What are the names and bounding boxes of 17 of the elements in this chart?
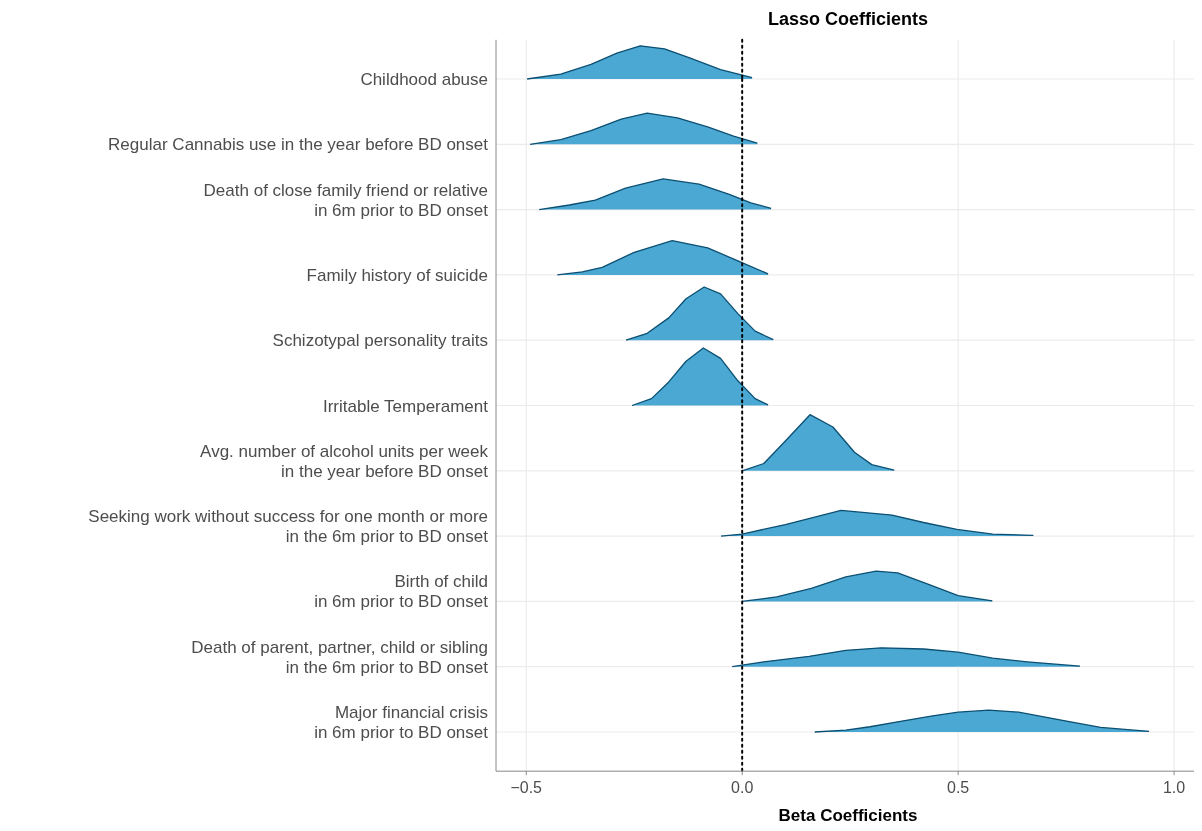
y-axis-title: Childhood abuse <box>360 70 488 89</box>
y-axis-title: Irritable Temperament <box>322 396 489 416</box>
y-axis-title: Death of close family friend or relative in 6m prior to BD onset <box>203 180 489 220</box>
x-tick-label: 0.0 <box>731 779 754 797</box>
x-tick-label: 1.0 <box>1162 779 1186 797</box>
y-axis-title: Schizotypal personality traits <box>272 331 488 351</box>
chart-title: Lasso Coefficients <box>767 9 929 29</box>
y-axis-title: Major financial crisis in 6m prior to BD onset <box>314 703 489 742</box>
y-axis-title: Family history of suicide <box>306 265 488 285</box>
y-axis-title: Regular Cannabis use in the year before BD onset <box>108 135 489 155</box>
y-axis-title: Death of parent, partner, child or sibling in the 6m prior to BD onset <box>191 637 489 677</box>
y-axis-title: Birth of child in 6m prior to BD onset <box>314 572 489 612</box>
x-tick-label: −0.5 <box>510 779 543 797</box>
y-axis-title: Seeking work without success for one month or more in the 6m prior to BD onset <box>88 507 489 547</box>
x-tick-label: 0.5 <box>947 779 970 797</box>
y-axis-title: Avg. number of alcohol units per week in the year before BD onset <box>200 441 489 481</box>
x-axis-title: Beta Coefficients <box>778 806 918 826</box>
